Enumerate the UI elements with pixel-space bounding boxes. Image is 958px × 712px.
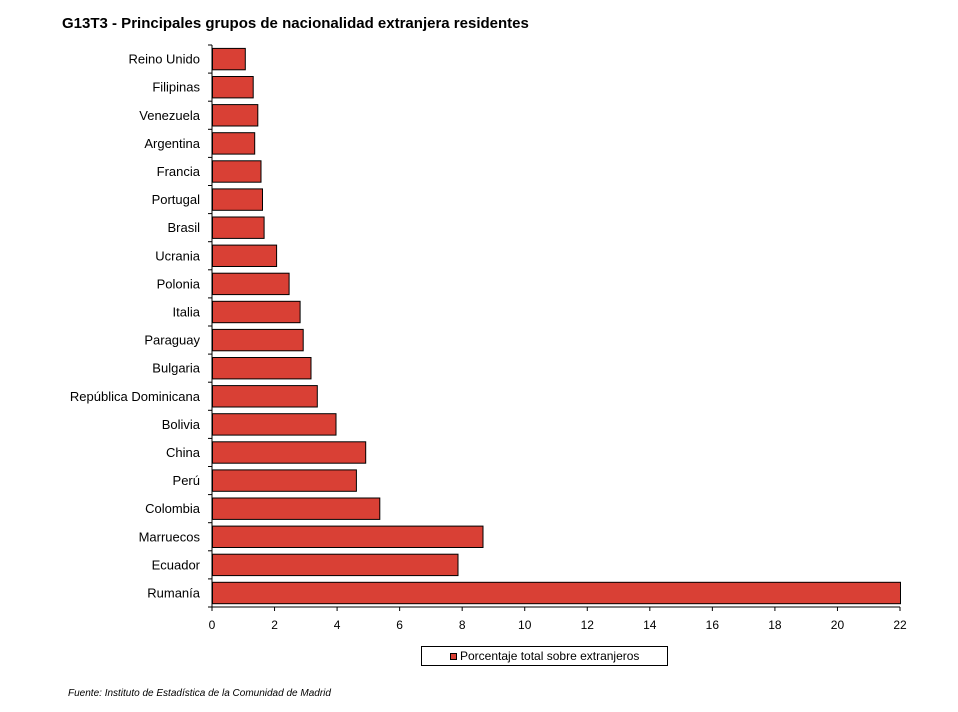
bar-brasil xyxy=(212,216,265,239)
category-label: Reino Unido xyxy=(128,52,200,67)
category-label: Perú xyxy=(173,473,200,488)
category-label: Venezuela xyxy=(139,108,200,123)
category-label: República Dominicana xyxy=(70,389,201,404)
x-tick-label: 6 xyxy=(396,618,403,632)
x-tick-label: 16 xyxy=(706,618,720,632)
bar-china xyxy=(212,441,367,464)
bar-bulgaria xyxy=(212,357,312,380)
category-label: Francia xyxy=(157,164,201,179)
category-label: Argentina xyxy=(144,136,200,151)
x-tick-label: 2 xyxy=(271,618,278,632)
category-label: Paraguay xyxy=(144,333,200,348)
bar-portugal xyxy=(212,188,263,211)
bar-república-dominicana xyxy=(212,385,318,408)
category-label: Ecuador xyxy=(152,557,201,572)
category-label: Brasil xyxy=(167,220,200,235)
category-label: Ucrania xyxy=(155,248,201,263)
bar-paraguay xyxy=(212,328,304,352)
x-tick-label: 22 xyxy=(893,618,907,632)
category-label: Colombia xyxy=(145,501,201,516)
category-label: Filipinas xyxy=(152,80,200,95)
x-tick-label: 20 xyxy=(831,618,845,632)
bar-perú xyxy=(212,469,357,492)
bar-italia xyxy=(212,300,301,324)
x-tick-label: 14 xyxy=(643,618,657,632)
category-label: China xyxy=(166,445,201,460)
bar-bolivia xyxy=(212,413,337,436)
bar-colombia xyxy=(212,497,381,520)
bar-ucrania xyxy=(212,244,278,268)
x-tick-label: 0 xyxy=(209,618,216,632)
category-label: Italia xyxy=(173,304,201,319)
bar-marruecos xyxy=(212,525,484,548)
category-label: Marruecos xyxy=(139,529,201,544)
legend: Porcentaje total sobre extranjeros xyxy=(421,646,668,666)
bar-polonia xyxy=(212,272,290,296)
bar-rumanía xyxy=(212,581,901,605)
bar-argentina xyxy=(212,132,256,155)
legend-label: Porcentaje total sobre extranjeros xyxy=(460,649,640,663)
category-label: Rumanía xyxy=(147,586,201,601)
bar-reino-unido xyxy=(212,47,246,71)
bar-ecuador xyxy=(212,553,459,577)
chart-title: G13T3 - Principales grupos de nacionalid… xyxy=(62,15,529,32)
category-label: Polonia xyxy=(157,276,201,291)
bar-francia xyxy=(212,160,262,183)
category-label: Portugal xyxy=(152,192,201,207)
legend-swatch xyxy=(450,652,457,660)
source-note: Fuente: Instituto de Estadística de la C… xyxy=(68,688,331,699)
x-tick-label: 18 xyxy=(768,618,782,632)
x-tick-label: 12 xyxy=(581,618,595,632)
category-label: Bolivia xyxy=(162,417,201,432)
bar-filipinas xyxy=(212,76,254,99)
x-tick-label: 4 xyxy=(334,618,341,632)
category-label: Bulgaria xyxy=(152,361,200,376)
bar-venezuela xyxy=(212,104,259,127)
x-tick-label: 8 xyxy=(459,618,466,632)
x-tick-label: 10 xyxy=(518,618,532,632)
